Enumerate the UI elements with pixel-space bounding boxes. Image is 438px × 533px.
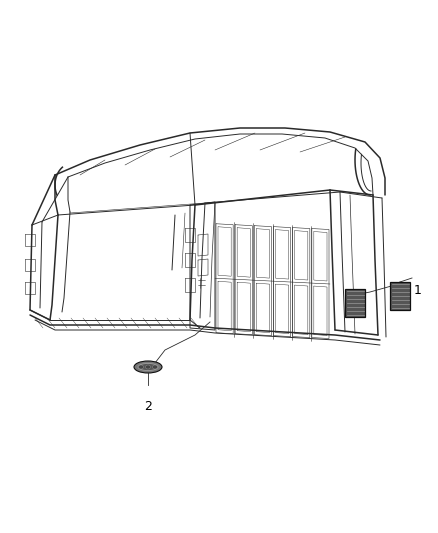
Ellipse shape — [134, 361, 162, 373]
FancyBboxPatch shape — [345, 289, 365, 317]
Text: 2: 2 — [144, 400, 152, 413]
Ellipse shape — [138, 364, 158, 370]
FancyBboxPatch shape — [390, 282, 410, 310]
Ellipse shape — [138, 365, 144, 369]
Ellipse shape — [152, 365, 158, 369]
Text: 1: 1 — [414, 284, 422, 296]
Ellipse shape — [145, 365, 151, 369]
